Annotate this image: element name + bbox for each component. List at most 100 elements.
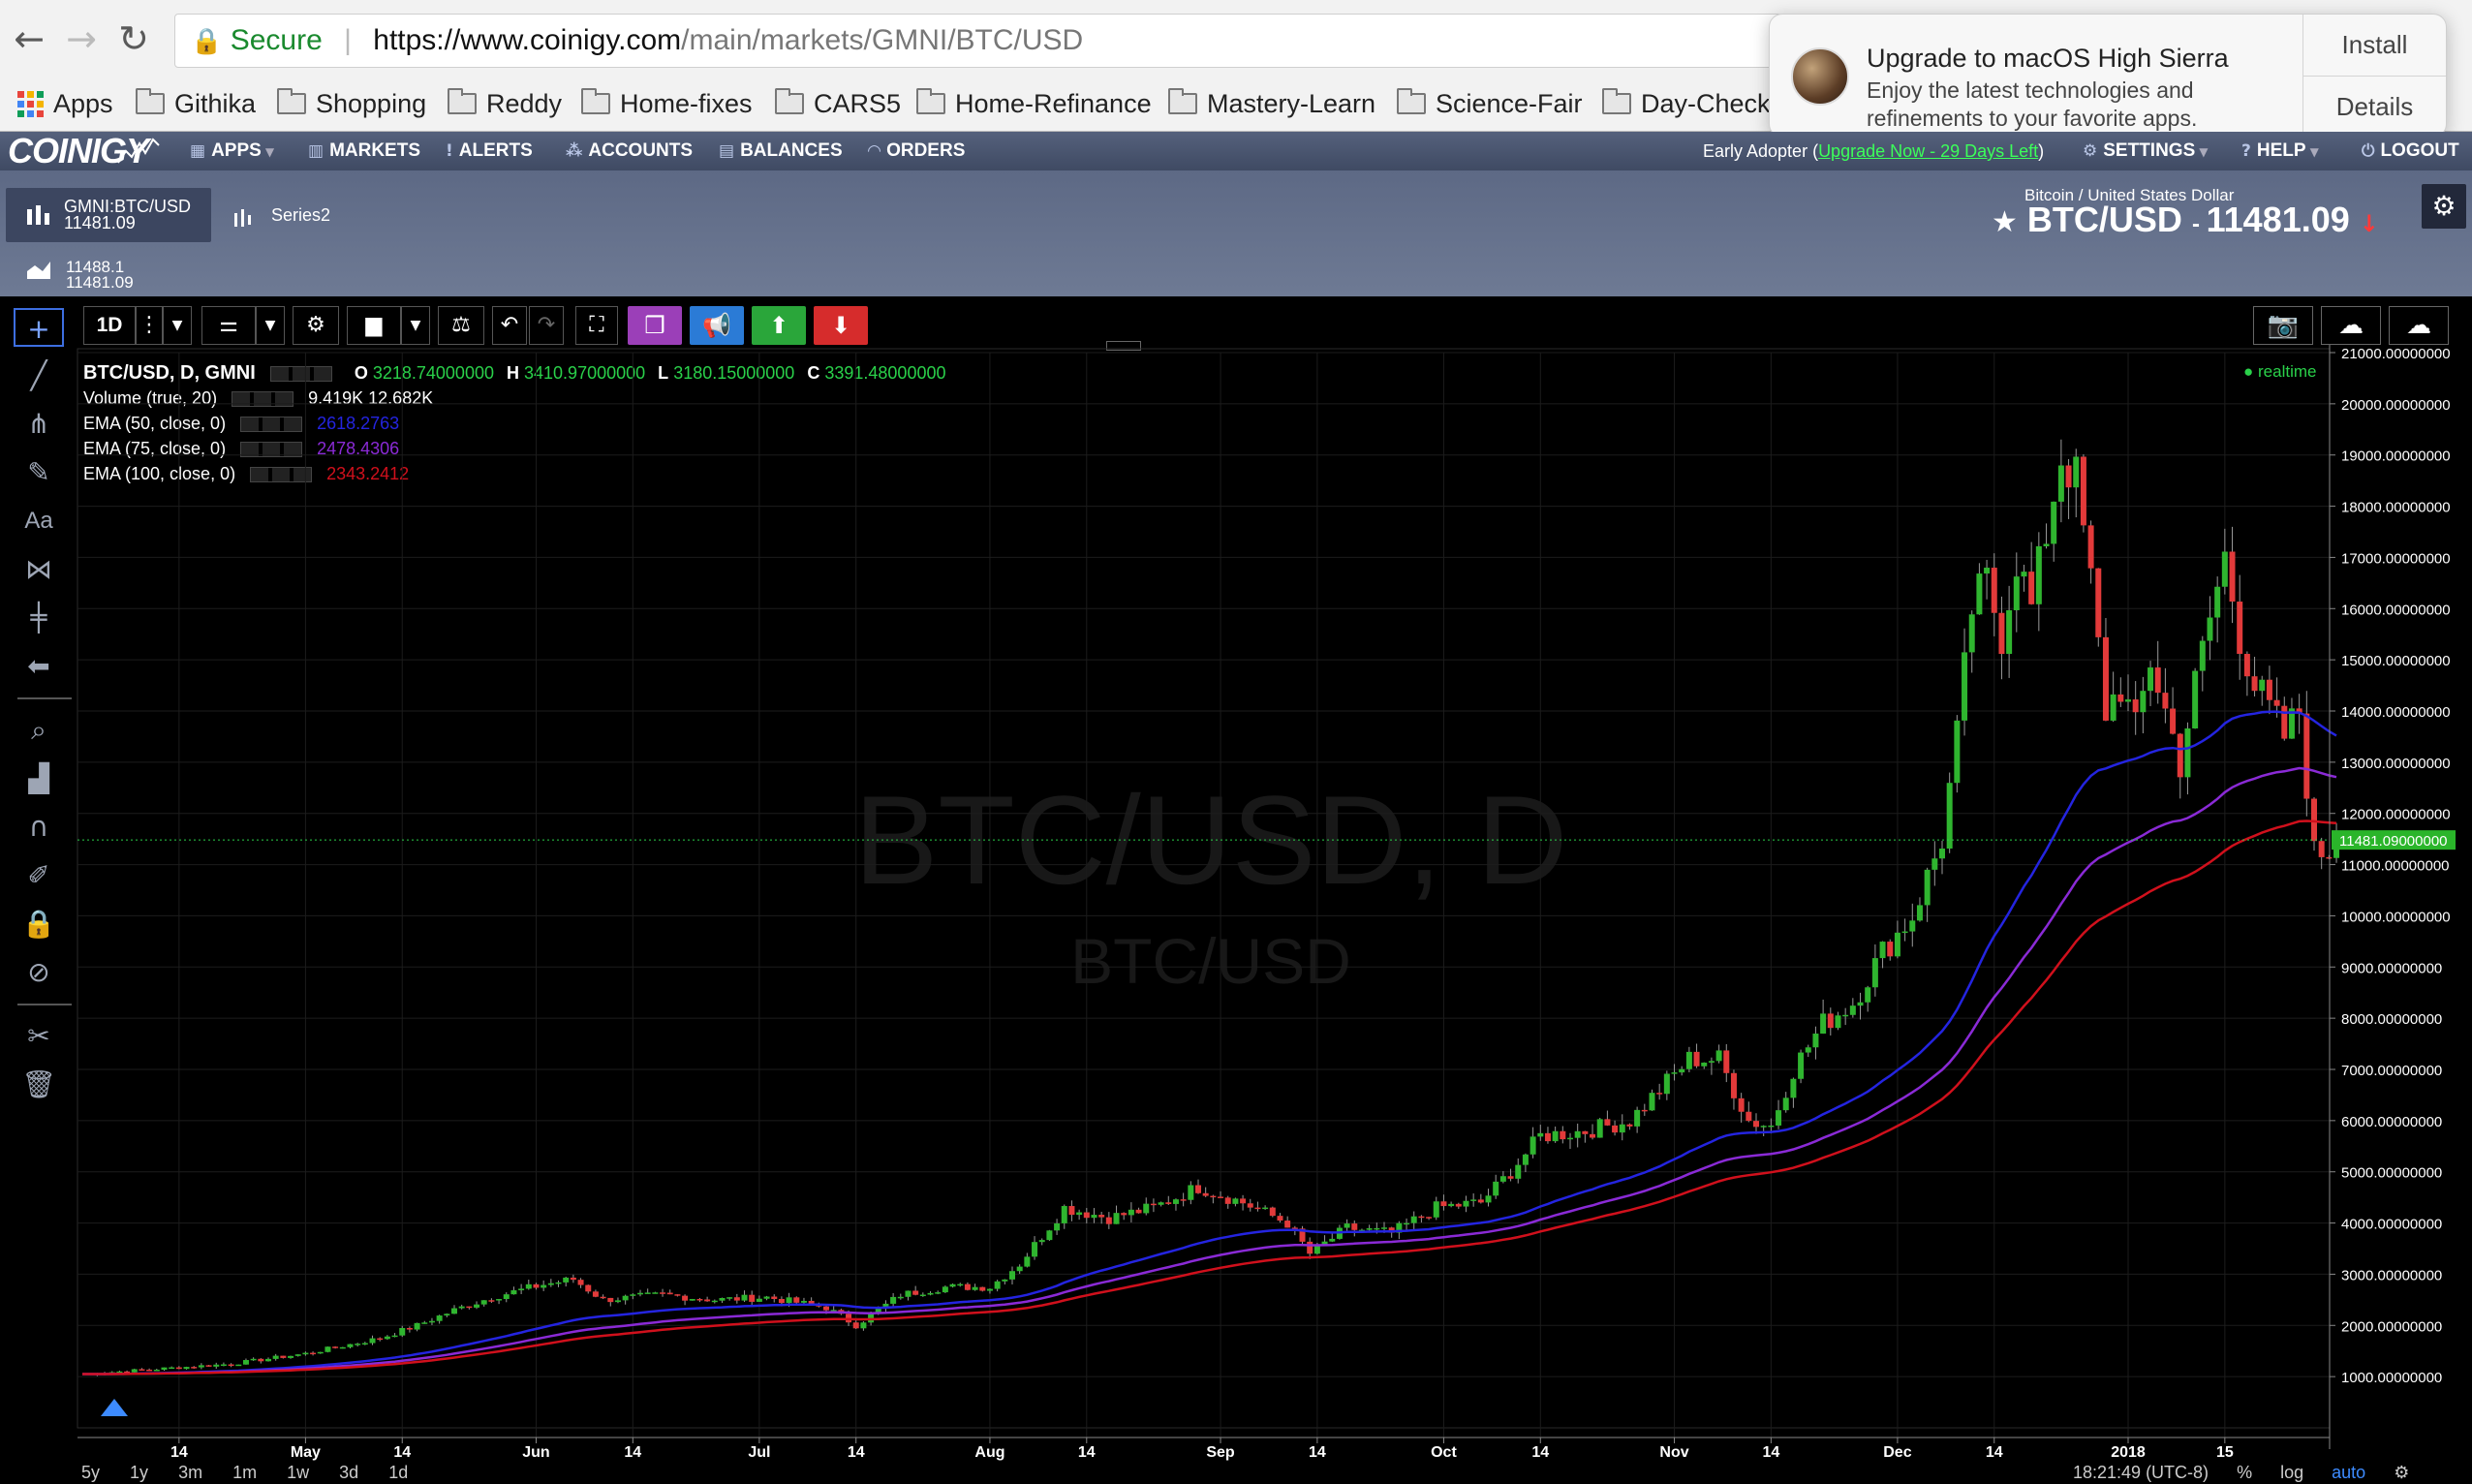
volume-label[interactable]: Volume (true, 20) [83, 388, 218, 408]
candle-up [1404, 1222, 1410, 1225]
cloud-upload-icon[interactable]: ☁ [2389, 306, 2449, 345]
bookmark-cars5[interactable]: CARS5 [775, 81, 901, 126]
reload-icon[interactable]: ↻ [118, 17, 149, 60]
volume-controls[interactable] [232, 391, 294, 408]
nav-balances[interactable]: ▤ BALANCES [719, 132, 843, 170]
indicators-dropdown-icon[interactable]: ▼ [401, 306, 430, 345]
brush-icon[interactable]: ✎ [27, 456, 50, 488]
bookmark-reddy[interactable]: Reddy [448, 81, 562, 126]
cube-icon[interactable]: ❒ [628, 306, 682, 345]
megaphone-icon[interactable]: 📢 [690, 306, 744, 345]
camera-icon[interactable]: 📷 [2253, 306, 2313, 345]
ema100-label[interactable]: EMA (100, close, 0) [83, 464, 236, 483]
arrow-left-icon[interactable]: ⬅ [27, 650, 50, 682]
percent-toggle[interactable]: % [2237, 1463, 2253, 1482]
indicators-icon[interactable]: ▆ [347, 306, 401, 345]
nav-alerts[interactable]: ! ALERTS [446, 132, 533, 170]
nav-logout[interactable]: ⏻ LOGOUT [2362, 132, 2459, 170]
bookmark-githika[interactable]: Githika [136, 81, 256, 126]
collapse-toolbar-handle[interactable] [1106, 341, 1141, 351]
candle-up [1009, 1271, 1015, 1280]
candle-style-icon[interactable]: ⚌ [201, 306, 256, 345]
candle-up [652, 1292, 659, 1294]
bookmark-apps[interactable]: Apps [17, 81, 113, 126]
bookmark-home-fixes[interactable]: Home-fixes [581, 81, 753, 126]
range-3d[interactable]: 3d [339, 1463, 359, 1482]
details-button[interactable]: Details [2303, 76, 2446, 137]
auto-scale-toggle[interactable]: auto [2332, 1463, 2366, 1482]
range-1d[interactable]: 1d [388, 1463, 409, 1482]
candle-down [1738, 1098, 1745, 1112]
pattern-icon[interactable]: ⋈ [25, 553, 52, 585]
pitchfork-icon[interactable]: ⋔ [27, 408, 50, 440]
address-bar[interactable]: 🔒 Secure | https://www.coinigy.com/main/… [174, 14, 1782, 68]
interval-dropdown-icon[interactable]: ▼ [163, 306, 192, 345]
scale-settings-gear-icon[interactable]: ⚙ [2394, 1463, 2410, 1483]
legend-symbol[interactable]: BTC/USD, D, GMNI [83, 362, 256, 384]
ruler-icon[interactable]: ▟ [28, 762, 49, 794]
crosshair-icon[interactable]: + [14, 308, 64, 347]
ema75-controls[interactable] [240, 442, 303, 458]
star-icon[interactable]: ★ [1992, 205, 2018, 239]
range-1w[interactable]: 1w [287, 1463, 310, 1482]
candle-up [1671, 1072, 1678, 1074]
forward-arrow-icon[interactable]: → [66, 17, 97, 60]
magnet-icon[interactable]: ∩ [28, 811, 49, 843]
range-3m[interactable]: 3m [178, 1463, 203, 1482]
candle-down [2102, 636, 2109, 721]
bookmark-mastery-learn[interactable]: Mastery-Learn [1168, 81, 1375, 126]
tab-gmni-btc-usd[interactable]: GMNI:BTC/USD 11481.09 [6, 188, 211, 242]
range-1m[interactable]: 1m [232, 1463, 258, 1482]
x-axis[interactable]: 14 May 14 Jun 14 Jul 14 Aug 14 Sep 14 Oct 14 Nov 14 Dec… [77, 1437, 2330, 1461]
compare-scale-icon[interactable]: ⚖ [438, 306, 484, 345]
bookmark-shopping[interactable]: Shopping [277, 81, 426, 126]
eye-hide-icon[interactable]: ⊘ [27, 956, 50, 988]
sell-down-icon[interactable]: ⬇ [814, 306, 868, 345]
trash-icon[interactable]: 🗑 [21, 1068, 56, 1100]
fullscreen-icon[interactable]: ⛶ [575, 306, 618, 345]
nav-apps[interactable]: ▦ APPS ▼ [190, 132, 274, 170]
cloud-download-icon[interactable]: ☁ [2321, 306, 2381, 345]
trendline-icon[interactable]: ╱ [30, 359, 47, 391]
chart-properties-gear-icon[interactable]: ⚙ [293, 306, 339, 345]
buy-up-icon[interactable]: ⬆ [752, 306, 806, 345]
nav-orders[interactable]: ◠ ORDERS [868, 132, 965, 170]
bookmark-home-refinance[interactable]: Home-Refinance [916, 81, 1152, 126]
range-1y[interactable]: 1y [130, 1463, 149, 1482]
log-toggle[interactable]: log [2280, 1463, 2304, 1482]
measure-icon[interactable]: ╪ [30, 602, 47, 634]
candle-style-dropdown-icon[interactable]: ▼ [256, 306, 285, 345]
nav-settings[interactable]: ⚙ SETTINGS ▼ [2083, 132, 2209, 170]
undo-icon[interactable]: ↶ [492, 306, 527, 345]
bookmark-day-check[interactable]: Day-Check [1602, 81, 1771, 126]
redo-icon[interactable]: ↷ [529, 306, 564, 345]
candle-down [258, 1358, 264, 1362]
interval-button[interactable]: 1D [83, 306, 136, 345]
pencil-lock-icon[interactable]: ✐ [27, 859, 50, 891]
series2-tab[interactable]: Series2 [271, 205, 331, 225]
lock-tool-icon[interactable]: 🔒 [21, 908, 56, 940]
bookmark-science-fair[interactable]: Science-Fair [1397, 81, 1583, 126]
candle-up [421, 1322, 428, 1324]
nav-accounts[interactable]: ⁂ ACCOUNTS [566, 132, 693, 170]
nav-markets[interactable]: ▥ MARKETS [308, 132, 420, 170]
bookmark-label: Apps [53, 89, 113, 118]
ema75-label[interactable]: EMA (75, close, 0) [83, 439, 227, 458]
zoom-icon[interactable]: ⌕ [31, 714, 46, 746]
range-5y[interactable]: 5y [81, 1463, 101, 1482]
series-controls[interactable] [269, 366, 332, 383]
y-axis[interactable]: 1000.00000000 2000.00000000 3000.00000000 4… [2329, 345, 2451, 1449]
upgrade-now-link[interactable]: Upgrade Now - 29 Days Left [1818, 141, 2039, 161]
interval-menu-icon[interactable]: ⋮ [136, 306, 163, 345]
nav-help[interactable]: ? HELP ▼ [2241, 132, 2319, 170]
back-arrow-icon[interactable]: ← [14, 17, 45, 60]
ema50-controls[interactable] [240, 417, 303, 433]
text-tool-icon[interactable]: Aa [24, 508, 53, 534]
ema100-controls[interactable] [250, 467, 313, 483]
install-button[interactable]: Install [2341, 30, 2408, 59]
remove-drawings-icon[interactable]: ✂ [27, 1020, 50, 1052]
chart-settings-gear-icon[interactable]: ⚙ [2422, 184, 2466, 229]
candle-up [756, 1298, 762, 1302]
ema50-label[interactable]: EMA (50, close, 0) [83, 414, 227, 433]
